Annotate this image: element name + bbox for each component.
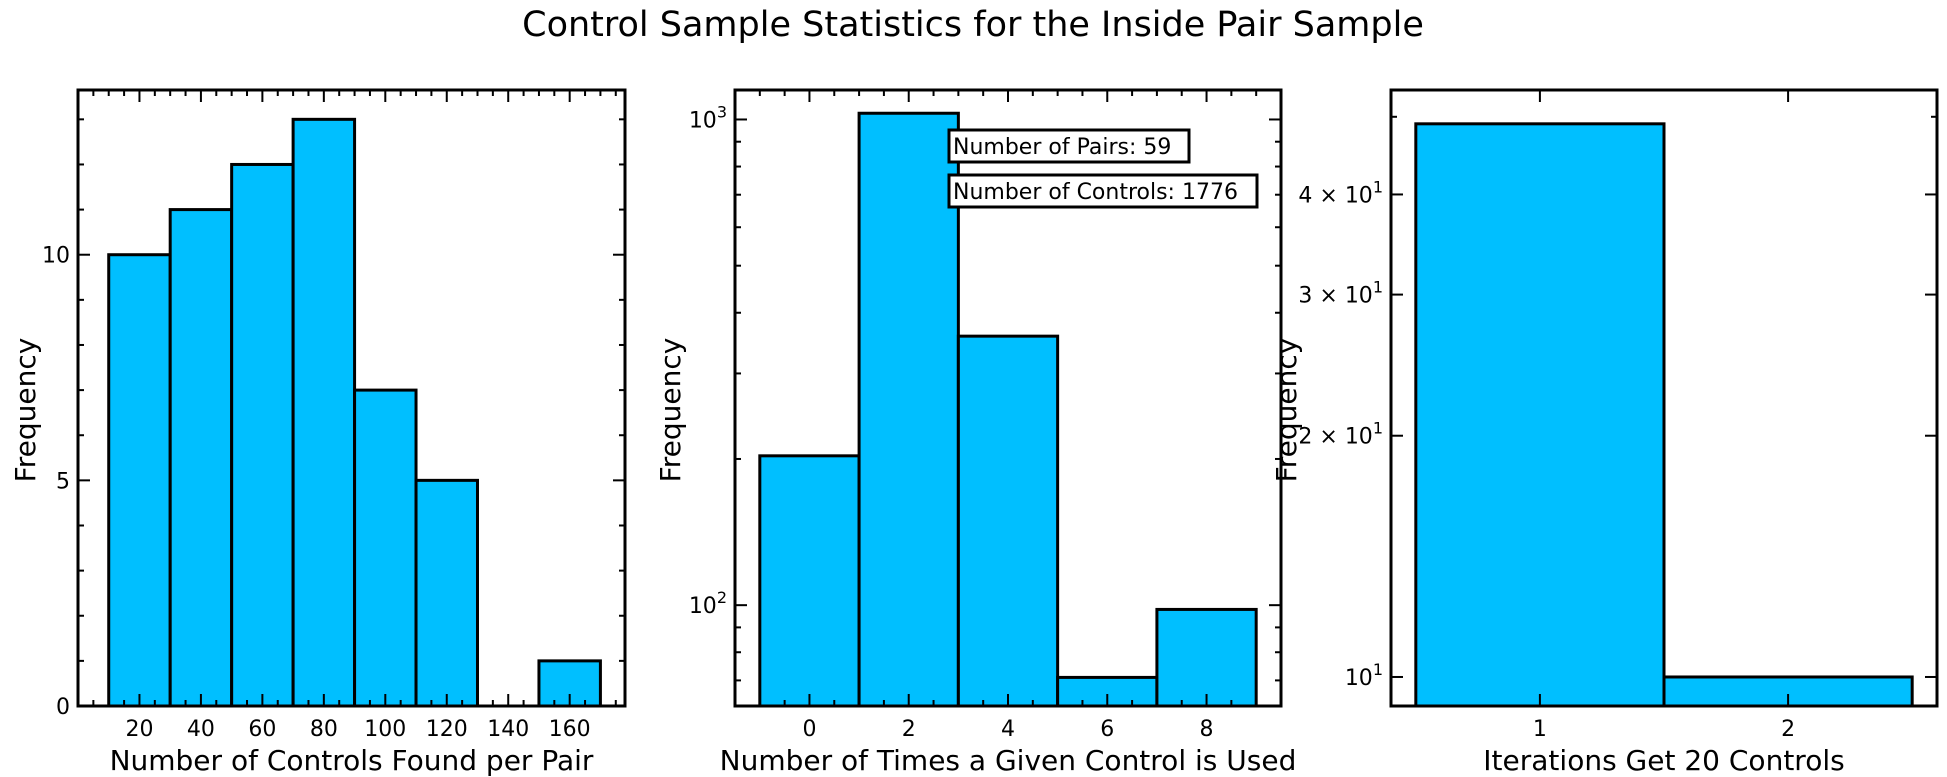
x-axis-label: Iterations Get 20 Controls bbox=[1483, 744, 1844, 777]
x-tick-label: 80 bbox=[310, 717, 338, 742]
y-tick-label: 10 bbox=[42, 244, 70, 269]
y-tick-label: 5 bbox=[56, 469, 70, 494]
x-axis-label: Number of Times a Given Control is Used bbox=[720, 744, 1297, 777]
annotation-text: Number of Controls: 1776 bbox=[953, 180, 1238, 205]
x-tick-label: 1 bbox=[1533, 717, 1547, 742]
x-tick-label: 0 bbox=[802, 717, 816, 742]
histogram-bar bbox=[1155, 607, 1258, 708]
y-axis-label: Frequency bbox=[654, 338, 687, 483]
x-tick-label: 140 bbox=[487, 717, 529, 742]
histogram-bar bbox=[956, 334, 1060, 708]
panel-iterations-20-controls: 1 2 101 2 × 101 3 × 101 4 × 101 Iterations Get… bbox=[1270, 88, 1939, 777]
histogram-bar bbox=[291, 117, 357, 708]
y-tick-label: 3 × 101 bbox=[1298, 278, 1383, 309]
y-axis-label: Frequency bbox=[1270, 338, 1303, 483]
x-tick-label: 6 bbox=[1100, 717, 1114, 742]
x-tick-label: 120 bbox=[426, 717, 468, 742]
y-tick-label: 102 bbox=[689, 588, 727, 619]
axes-frame bbox=[1389, 88, 1939, 708]
panel-times-control-used: 0 2 4 6 8 102 103 Number of Times a Given Contr… bbox=[654, 88, 1297, 777]
histogram-bar bbox=[414, 478, 479, 708]
annotation-box bbox=[947, 128, 1191, 164]
figure-title: Control Sample Statistics for the Inside… bbox=[522, 5, 1424, 45]
histogram-bar bbox=[168, 208, 234, 708]
x-tick-label: 2 bbox=[902, 717, 916, 742]
axes-frame bbox=[76, 88, 627, 708]
y-tick-label: 0 bbox=[56, 695, 70, 720]
y-tick-label: 2 × 101 bbox=[1298, 419, 1383, 450]
x-axis-label: Number of Controls Found per Pair bbox=[110, 744, 594, 777]
x-tick-label: 8 bbox=[1200, 717, 1214, 742]
x-tick-label: 20 bbox=[125, 717, 153, 742]
y-tick-label: 101 bbox=[1345, 660, 1383, 691]
annotation-text: Number of Pairs: 59 bbox=[953, 135, 1171, 160]
histogram-bar bbox=[758, 454, 861, 708]
x-tick-label: 100 bbox=[364, 717, 406, 742]
y-axis-label: Frequency bbox=[9, 338, 42, 483]
histogram-bar bbox=[230, 162, 295, 708]
y-tick-label: 103 bbox=[689, 102, 727, 133]
panel-controls-per-pair: 20 40 60 80 100 120 140 160 0 5 10 Number of Contro… bbox=[9, 88, 627, 777]
annotation-box bbox=[947, 173, 1259, 209]
x-tick-label: 4 bbox=[1001, 717, 1015, 742]
histogram-bar bbox=[107, 253, 172, 708]
y-tick-label: 4 × 101 bbox=[1298, 177, 1383, 208]
histogram-bar bbox=[1414, 122, 1666, 708]
x-tick-label: 2 bbox=[1781, 717, 1795, 742]
x-tick-label: 160 bbox=[549, 717, 591, 742]
x-tick-label: 40 bbox=[187, 717, 215, 742]
histogram-bar bbox=[353, 388, 418, 708]
histogram-bar bbox=[857, 111, 960, 708]
histogram-bar bbox=[1662, 675, 1914, 708]
x-tick-label: 60 bbox=[248, 717, 276, 742]
